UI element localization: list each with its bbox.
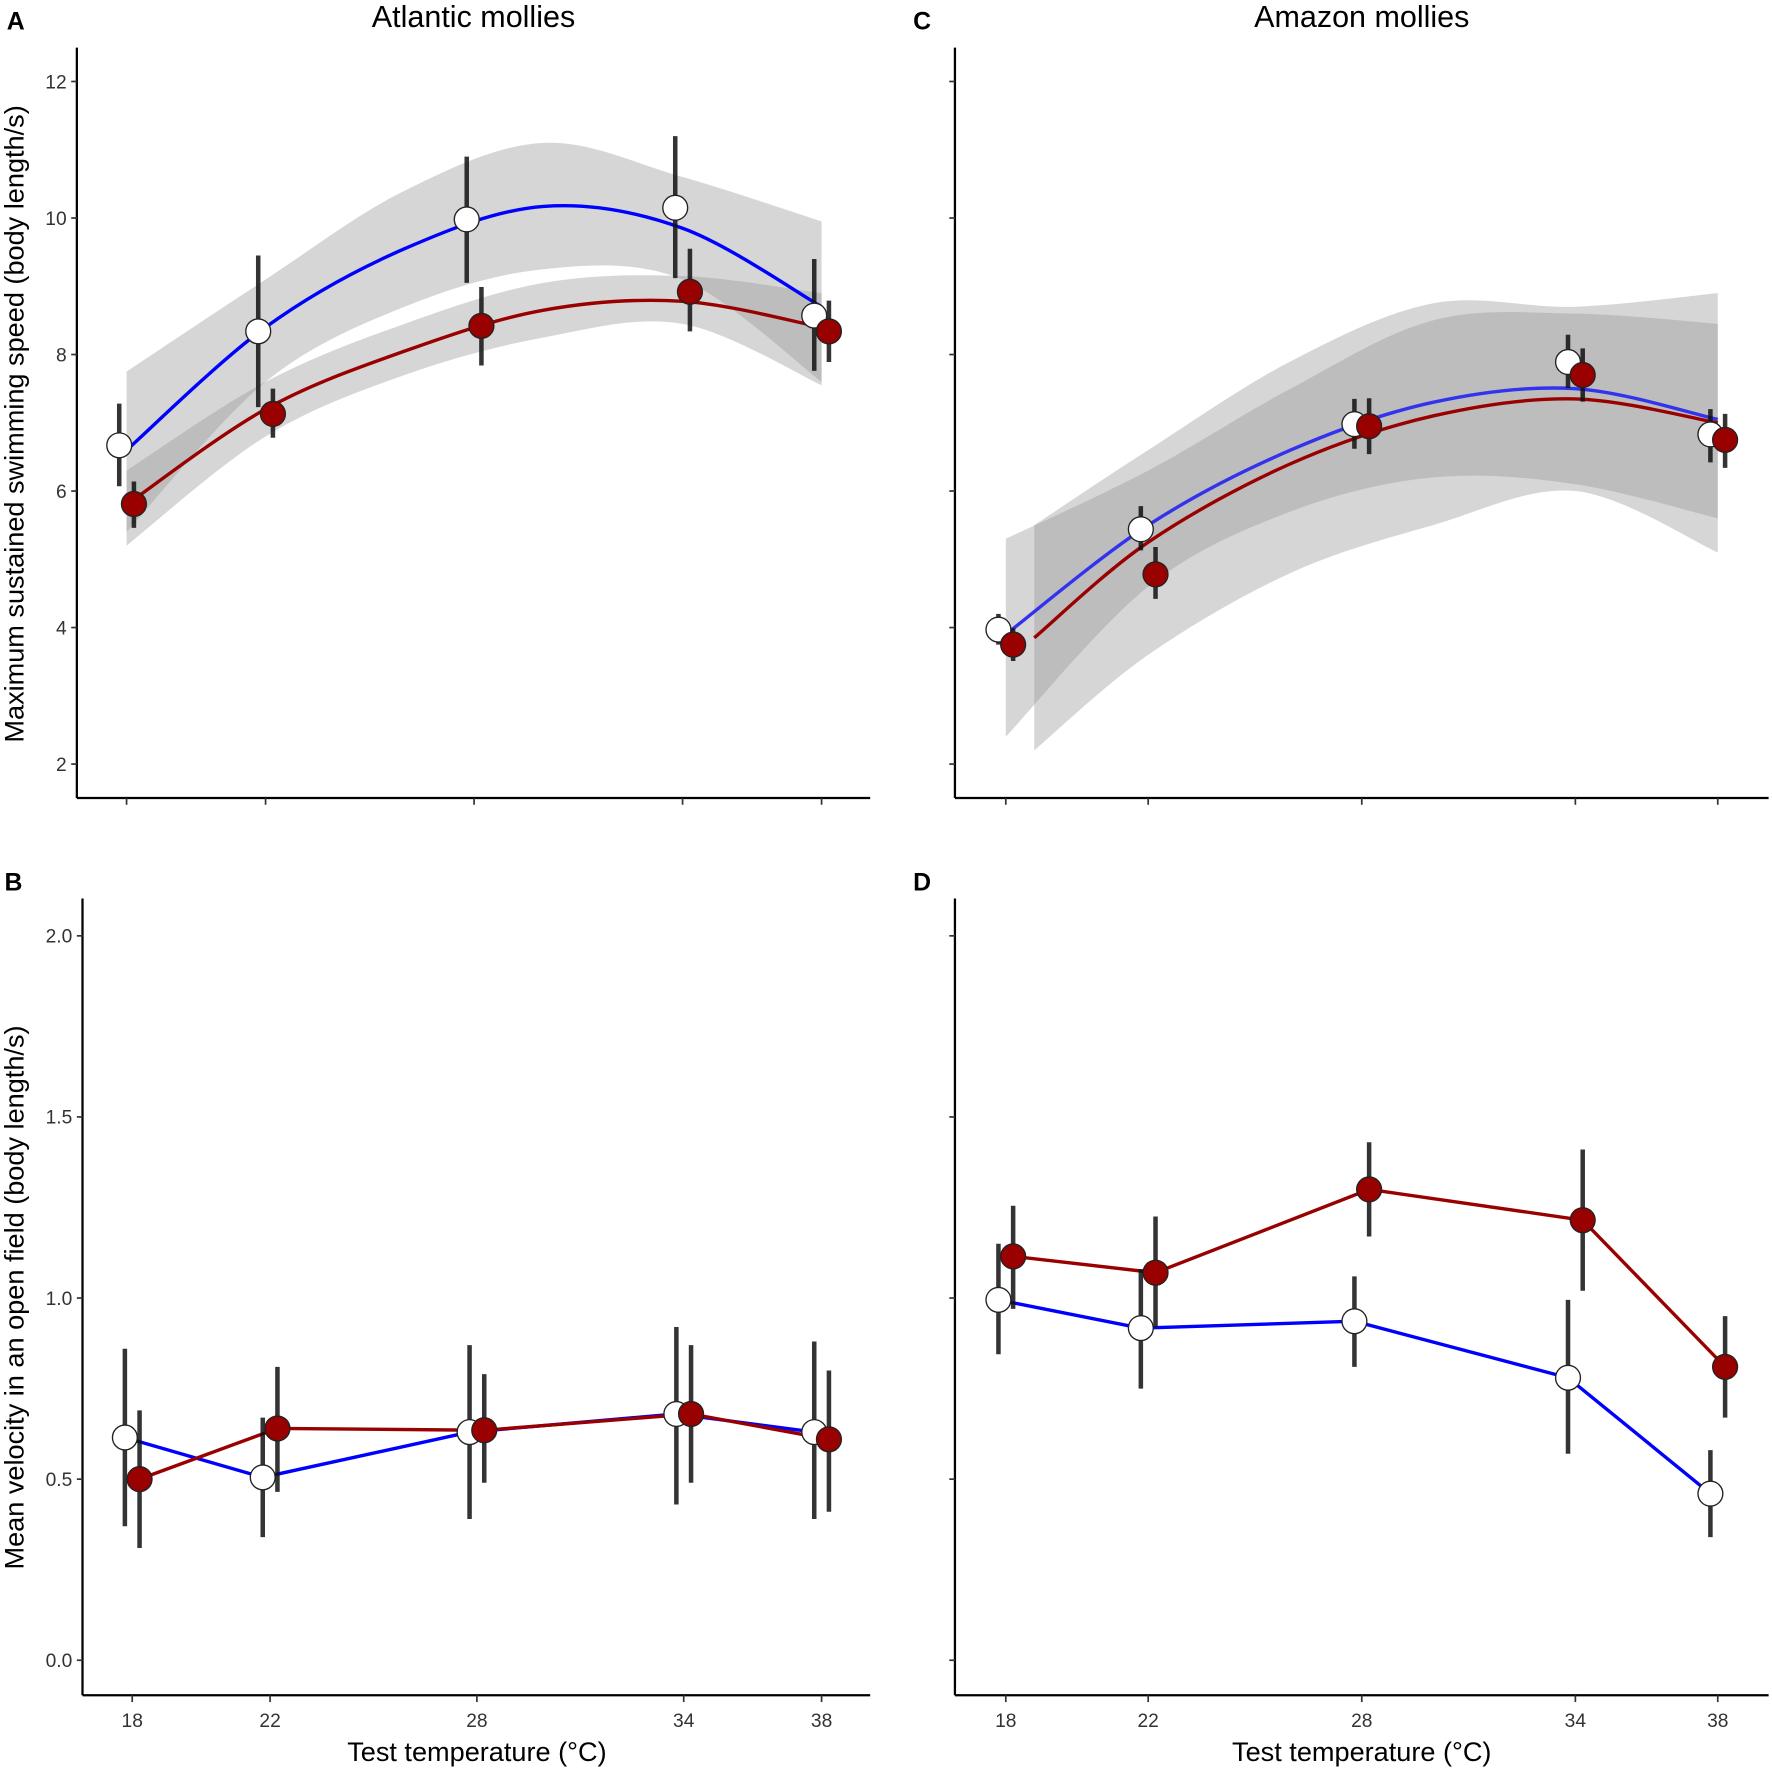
y-tick-label: 2.0: [46, 927, 73, 948]
panel-b-x-axis-label: Test temperature (°C): [347, 1736, 606, 1767]
y-tick-label: 0.5: [46, 1470, 73, 1491]
panel-label-a: A: [7, 8, 25, 36]
confidence-band: [126, 142, 822, 533]
x-tick-label: 34: [673, 1711, 695, 1732]
y-tick-label: 6: [56, 482, 67, 503]
panel-label-c: C: [913, 8, 931, 36]
data-point: [264, 1415, 291, 1442]
x-tick-label: 34: [1565, 1711, 1587, 1732]
x-tick-label: 28: [1351, 1711, 1372, 1732]
x-tick-label: 18: [995, 1711, 1016, 1732]
confidence-band: [1034, 293, 1718, 751]
data-point: [111, 1424, 138, 1451]
data-point: [985, 1286, 1012, 1313]
data-point: [453, 206, 480, 233]
x-tick-label: 38: [1707, 1711, 1728, 1732]
data-point: [245, 318, 272, 345]
data-point: [1127, 516, 1154, 543]
data-point: [662, 194, 689, 221]
y-tick-label: 1.0: [46, 1289, 73, 1310]
panel-a-y-axis-label: Maximum sustained swimming speed (body l…: [0, 105, 30, 742]
y-tick-label: 0.0: [46, 1651, 73, 1672]
data-point: [126, 1466, 153, 1493]
data-point: [1554, 1364, 1582, 1391]
data-point: [259, 400, 287, 428]
data-point: [1569, 361, 1596, 389]
data-point: [1569, 1207, 1596, 1234]
data-point: [1142, 561, 1169, 588]
data-point: [676, 278, 704, 305]
data-point: [249, 1464, 276, 1491]
panel-d-x-axis-label: Test temperature (°C): [1232, 1736, 1491, 1767]
panel-d: 18 22 28 34 38: [949, 898, 1769, 1732]
panel-b: 0.0 0.5 1.0 1.5 2.0 18 22 28 34 38: [46, 898, 871, 1732]
data-point: [1356, 1176, 1383, 1203]
panel-label-d: D: [913, 869, 931, 897]
y-tick-label: 8: [56, 345, 67, 366]
data-point: [1356, 413, 1383, 440]
y-tick-label: 2: [56, 755, 67, 776]
x-tick-label: 38: [811, 1711, 832, 1732]
x-tick-label: 22: [1137, 1711, 1158, 1732]
data-point: [106, 432, 133, 459]
panel-a: 2 4 6 8 10 12: [45, 47, 871, 805]
panel-c: [949, 47, 1769, 805]
panel-c-title: Amazon mollies: [1254, 0, 1469, 34]
confidence-band: [1005, 312, 1718, 737]
data-point: [1711, 426, 1739, 453]
y-tick-label: 4: [56, 618, 67, 639]
y-tick-label: 1.5: [46, 1108, 73, 1129]
data-point: [1127, 1315, 1154, 1342]
data-point: [815, 318, 843, 345]
data-point: [1142, 1259, 1169, 1286]
data-point: [677, 1400, 705, 1428]
panel-label-b: B: [5, 869, 23, 897]
y-tick-label: 10: [45, 209, 66, 230]
data-point: [1341, 1308, 1368, 1335]
data-point: [1000, 1243, 1027, 1270]
data-point: [1711, 1353, 1739, 1380]
data-point: [471, 1417, 498, 1444]
x-tick-label: 22: [259, 1711, 280, 1732]
data-point: [1697, 1480, 1724, 1507]
y-tick-label: 12: [45, 72, 66, 93]
data-point: [120, 490, 148, 518]
data-point: [1000, 631, 1027, 658]
data-point: [815, 1426, 843, 1453]
x-tick-label: 18: [122, 1711, 143, 1732]
panel-a-title: Atlantic mollies: [372, 0, 575, 34]
panel-b-y-axis-label: Mean velocity in an open field (body len…: [0, 1025, 30, 1569]
x-tick-label: 28: [466, 1711, 487, 1732]
data-point: [468, 312, 495, 339]
